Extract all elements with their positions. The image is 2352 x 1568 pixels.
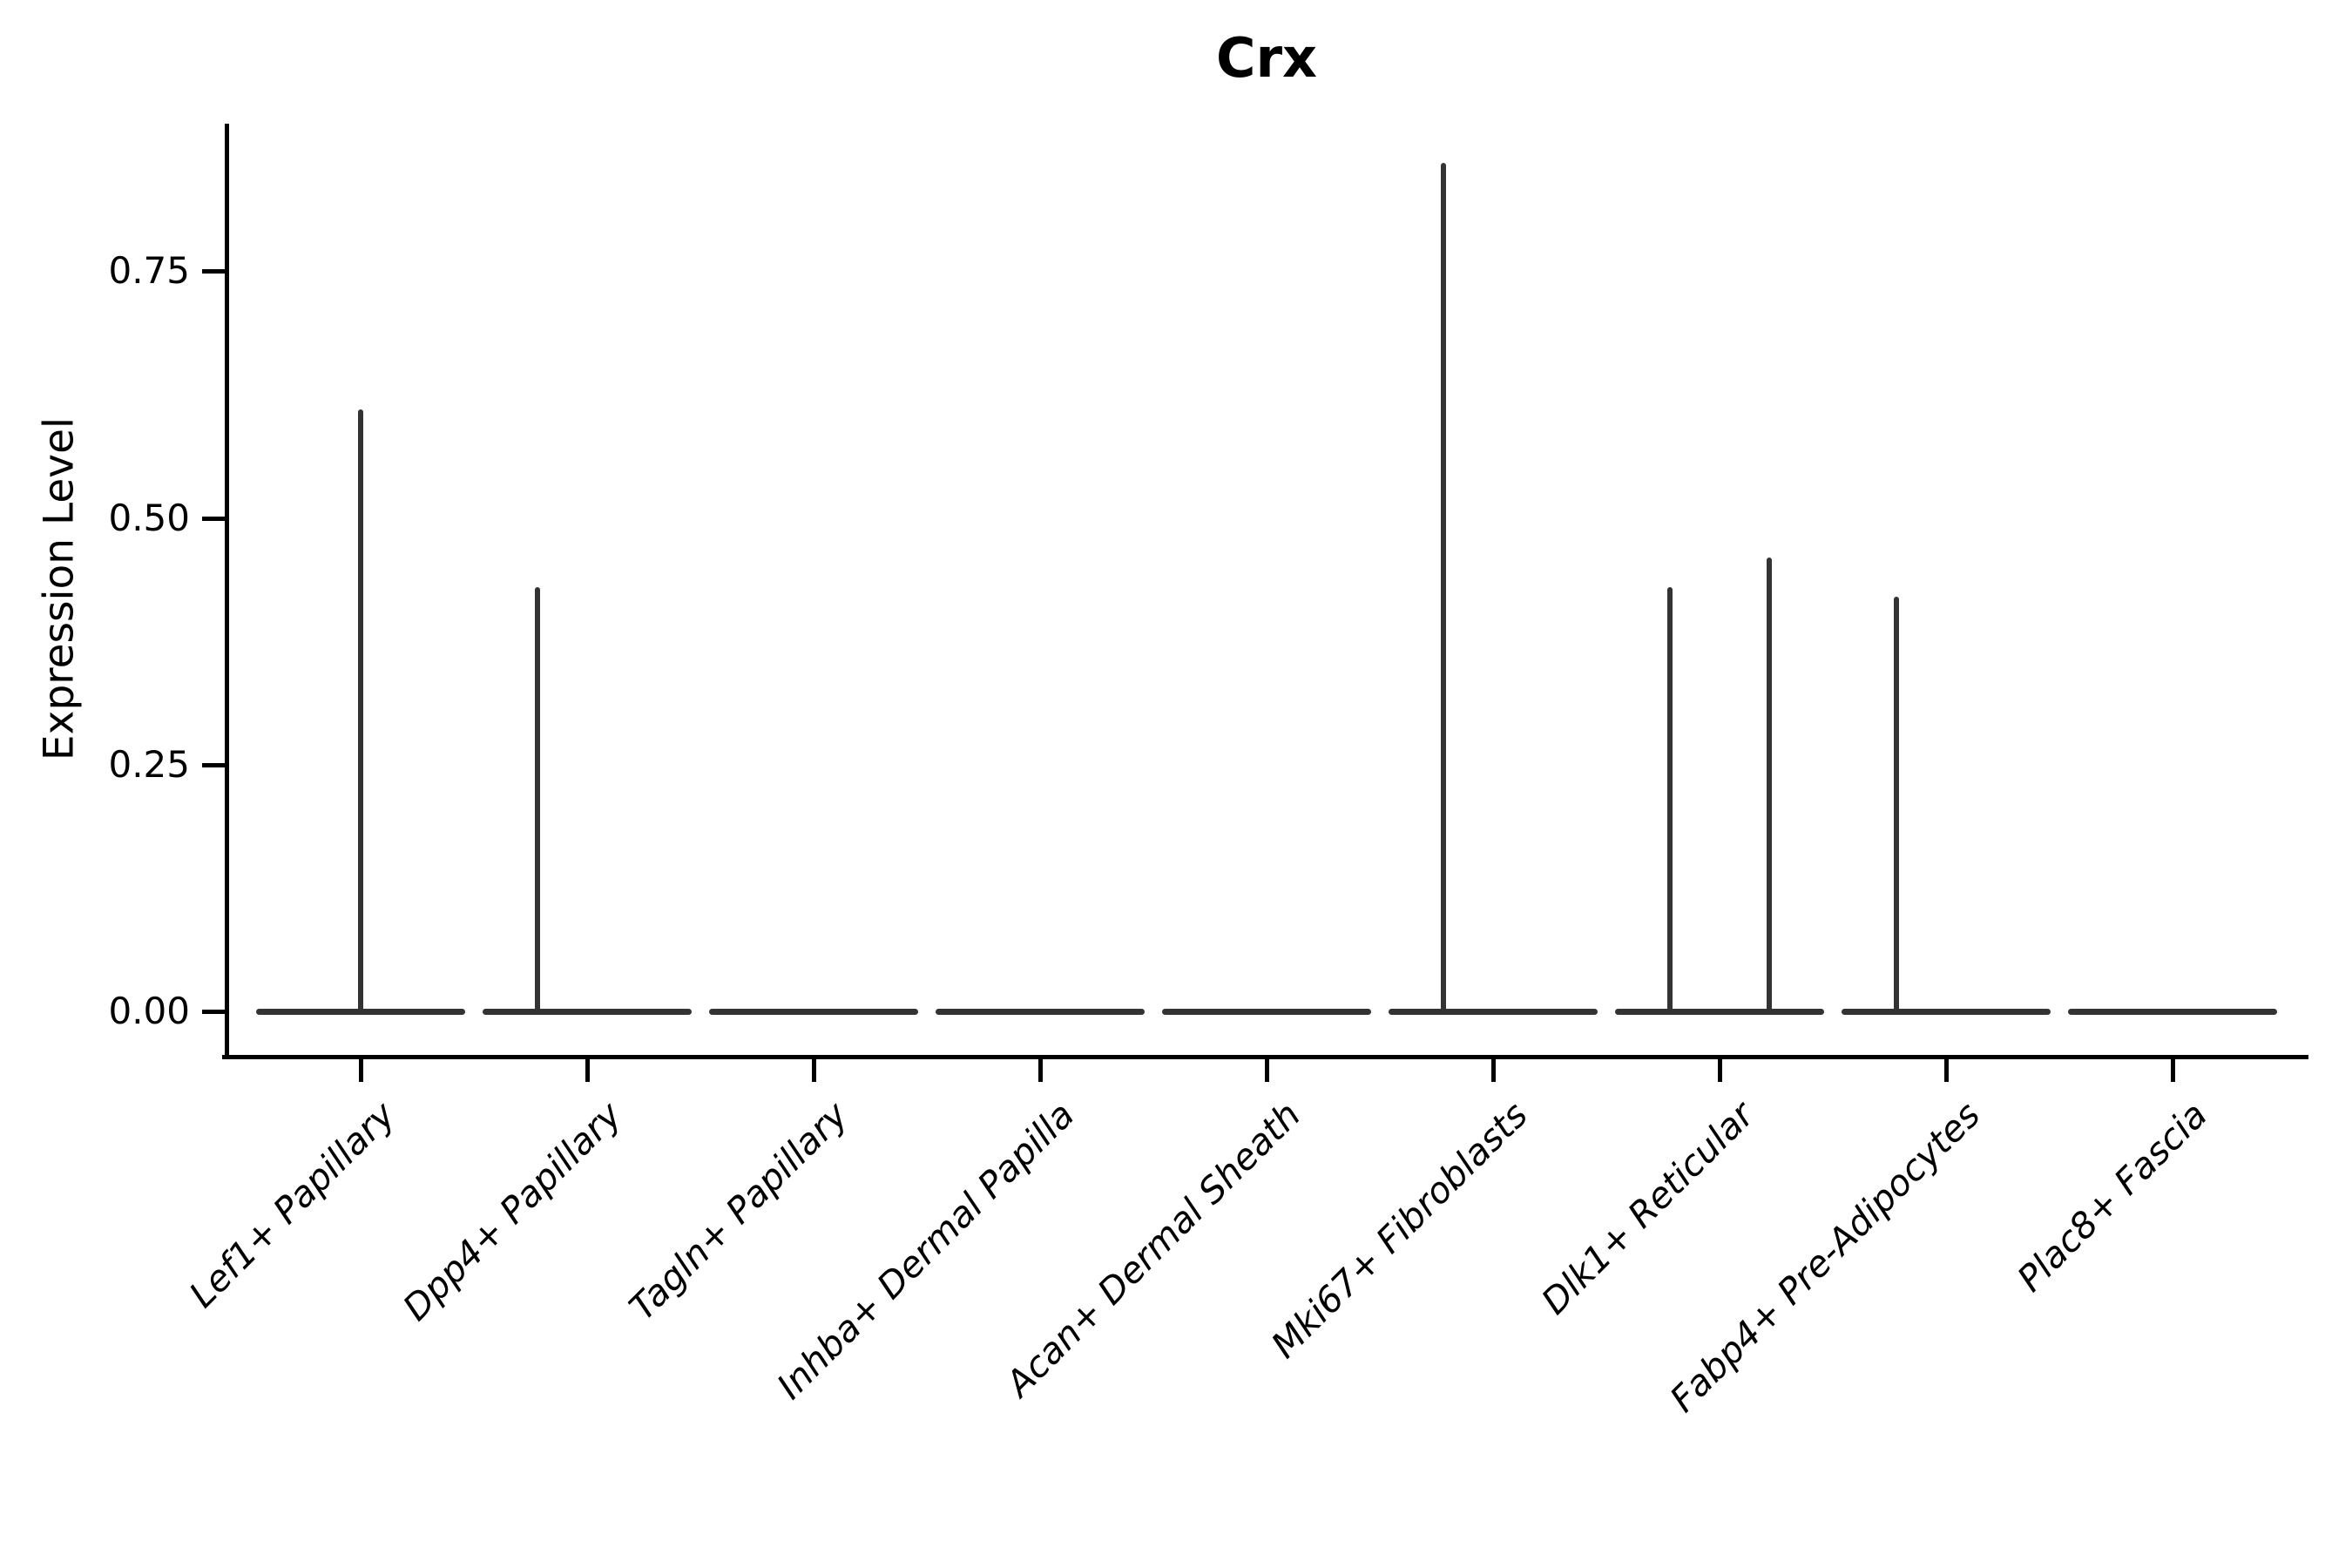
x-tick-label: Lef1+ Papillary (180, 1093, 403, 1316)
x-tick (585, 1059, 590, 1082)
violin-spike (1767, 557, 1773, 1014)
y-axis-label: Expression Level (35, 416, 84, 761)
x-tick (1038, 1059, 1043, 1082)
violin-baseline (709, 1009, 918, 1015)
y-tick (202, 269, 225, 274)
violin-spike (1893, 597, 1899, 1014)
y-tick-label: 0.25 (108, 742, 190, 786)
violin-spike (1666, 586, 1673, 1014)
x-tick (1944, 1059, 1949, 1082)
violin-baseline (1389, 1009, 1598, 1015)
x-tick (2171, 1059, 2175, 1082)
x-tick-label: Dpp4+ Papillary (394, 1093, 630, 1329)
violin-baseline (483, 1009, 692, 1015)
violin-baseline (1842, 1009, 2051, 1015)
x-tick (812, 1059, 816, 1082)
chart-title: Crx (1215, 26, 1318, 90)
y-tick (202, 762, 225, 767)
x-tick (1718, 1059, 1722, 1082)
x-tick (1491, 1059, 1496, 1082)
violin-baseline (1162, 1009, 1371, 1015)
x-tick (1265, 1059, 1269, 1082)
x-tick-label: Dlk1+ Reticular (1533, 1093, 1762, 1323)
y-tick (202, 516, 225, 521)
violin-spike (358, 409, 363, 1014)
violin-spike (534, 586, 540, 1014)
x-tick (359, 1059, 363, 1082)
x-tick-label: Mki67+ Fibroblasts (1262, 1093, 1536, 1367)
y-tick-label: 0.75 (108, 249, 190, 293)
violin-baseline (1615, 1009, 1824, 1015)
y-tick-label: 0.50 (108, 496, 190, 539)
violin-baseline (936, 1009, 1145, 1015)
y-tick (202, 1010, 225, 1014)
violin-spike (1440, 162, 1446, 1014)
violin-baseline (2068, 1009, 2277, 1015)
x-axis-spine (222, 1055, 2308, 1059)
y-axis-spine (225, 124, 229, 1059)
x-tick-label: Plac8+ Fascia (2009, 1093, 2215, 1301)
x-tick-label: Tagln+ Papillary (621, 1093, 856, 1328)
y-tick-label: 0.00 (108, 990, 190, 1032)
